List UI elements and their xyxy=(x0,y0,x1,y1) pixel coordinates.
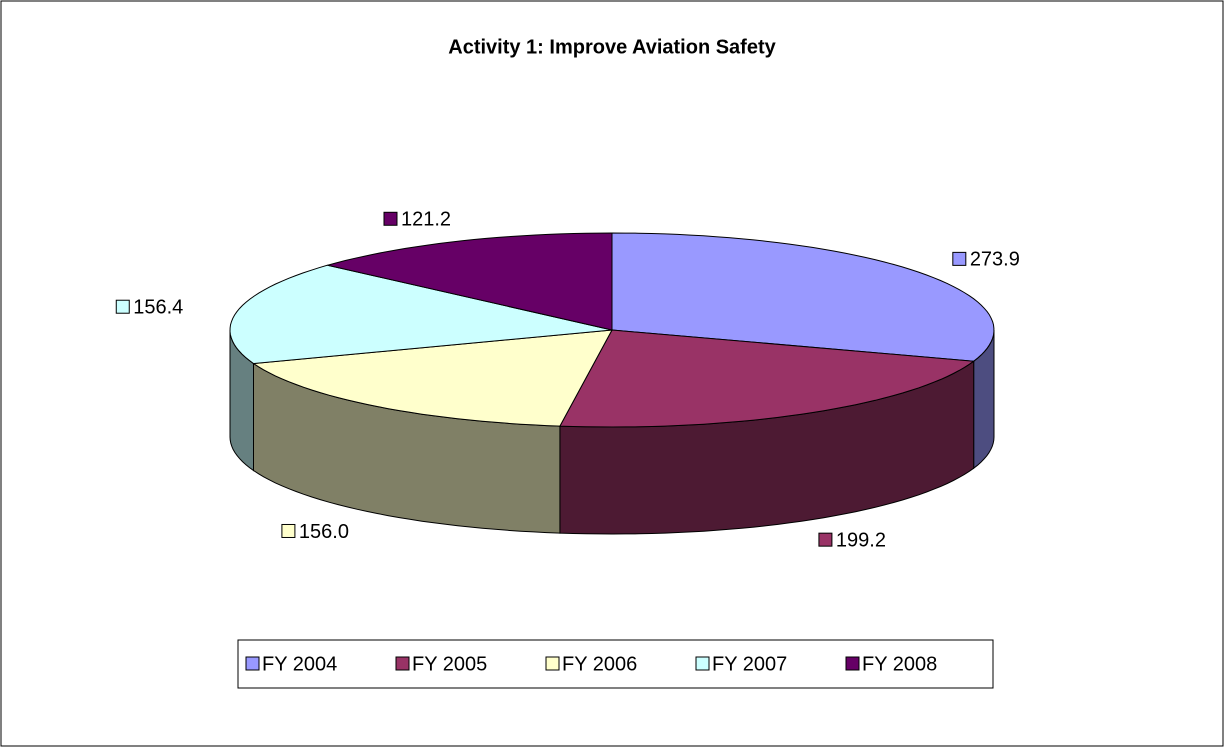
legend-box xyxy=(237,639,994,689)
legend-label: FY 2005 xyxy=(412,653,487,675)
legend-label: FY 2006 xyxy=(562,653,637,675)
data-label: 156.0 xyxy=(299,521,349,543)
pie-slice xyxy=(327,232,613,331)
data-label: 156.4 xyxy=(133,297,183,319)
legend-swatch xyxy=(695,656,710,671)
data-label: 273.9 xyxy=(970,249,1020,271)
legend-swatch xyxy=(545,656,560,671)
legend-label: FY 2004 xyxy=(262,653,337,675)
pie-slice xyxy=(229,264,613,365)
data-label-key xyxy=(115,299,130,314)
pie-slice xyxy=(559,329,976,428)
legend-swatch xyxy=(845,656,860,671)
data-label-key xyxy=(383,211,398,226)
chart-title: Activity 1: Improve Aviation Safety xyxy=(448,36,776,58)
data-label-key xyxy=(952,251,967,266)
pie-slice xyxy=(252,329,613,427)
pie-slice xyxy=(611,232,995,362)
legend-label: FY 2008 xyxy=(862,653,937,675)
data-label-key xyxy=(818,532,833,547)
data-label: 121.2 xyxy=(401,209,451,231)
legend-label: FY 2007 xyxy=(712,653,787,675)
data-label-key xyxy=(281,523,296,538)
legend-swatch xyxy=(395,656,410,671)
data-label: 199.2 xyxy=(836,529,886,551)
legend-swatch xyxy=(245,656,260,671)
